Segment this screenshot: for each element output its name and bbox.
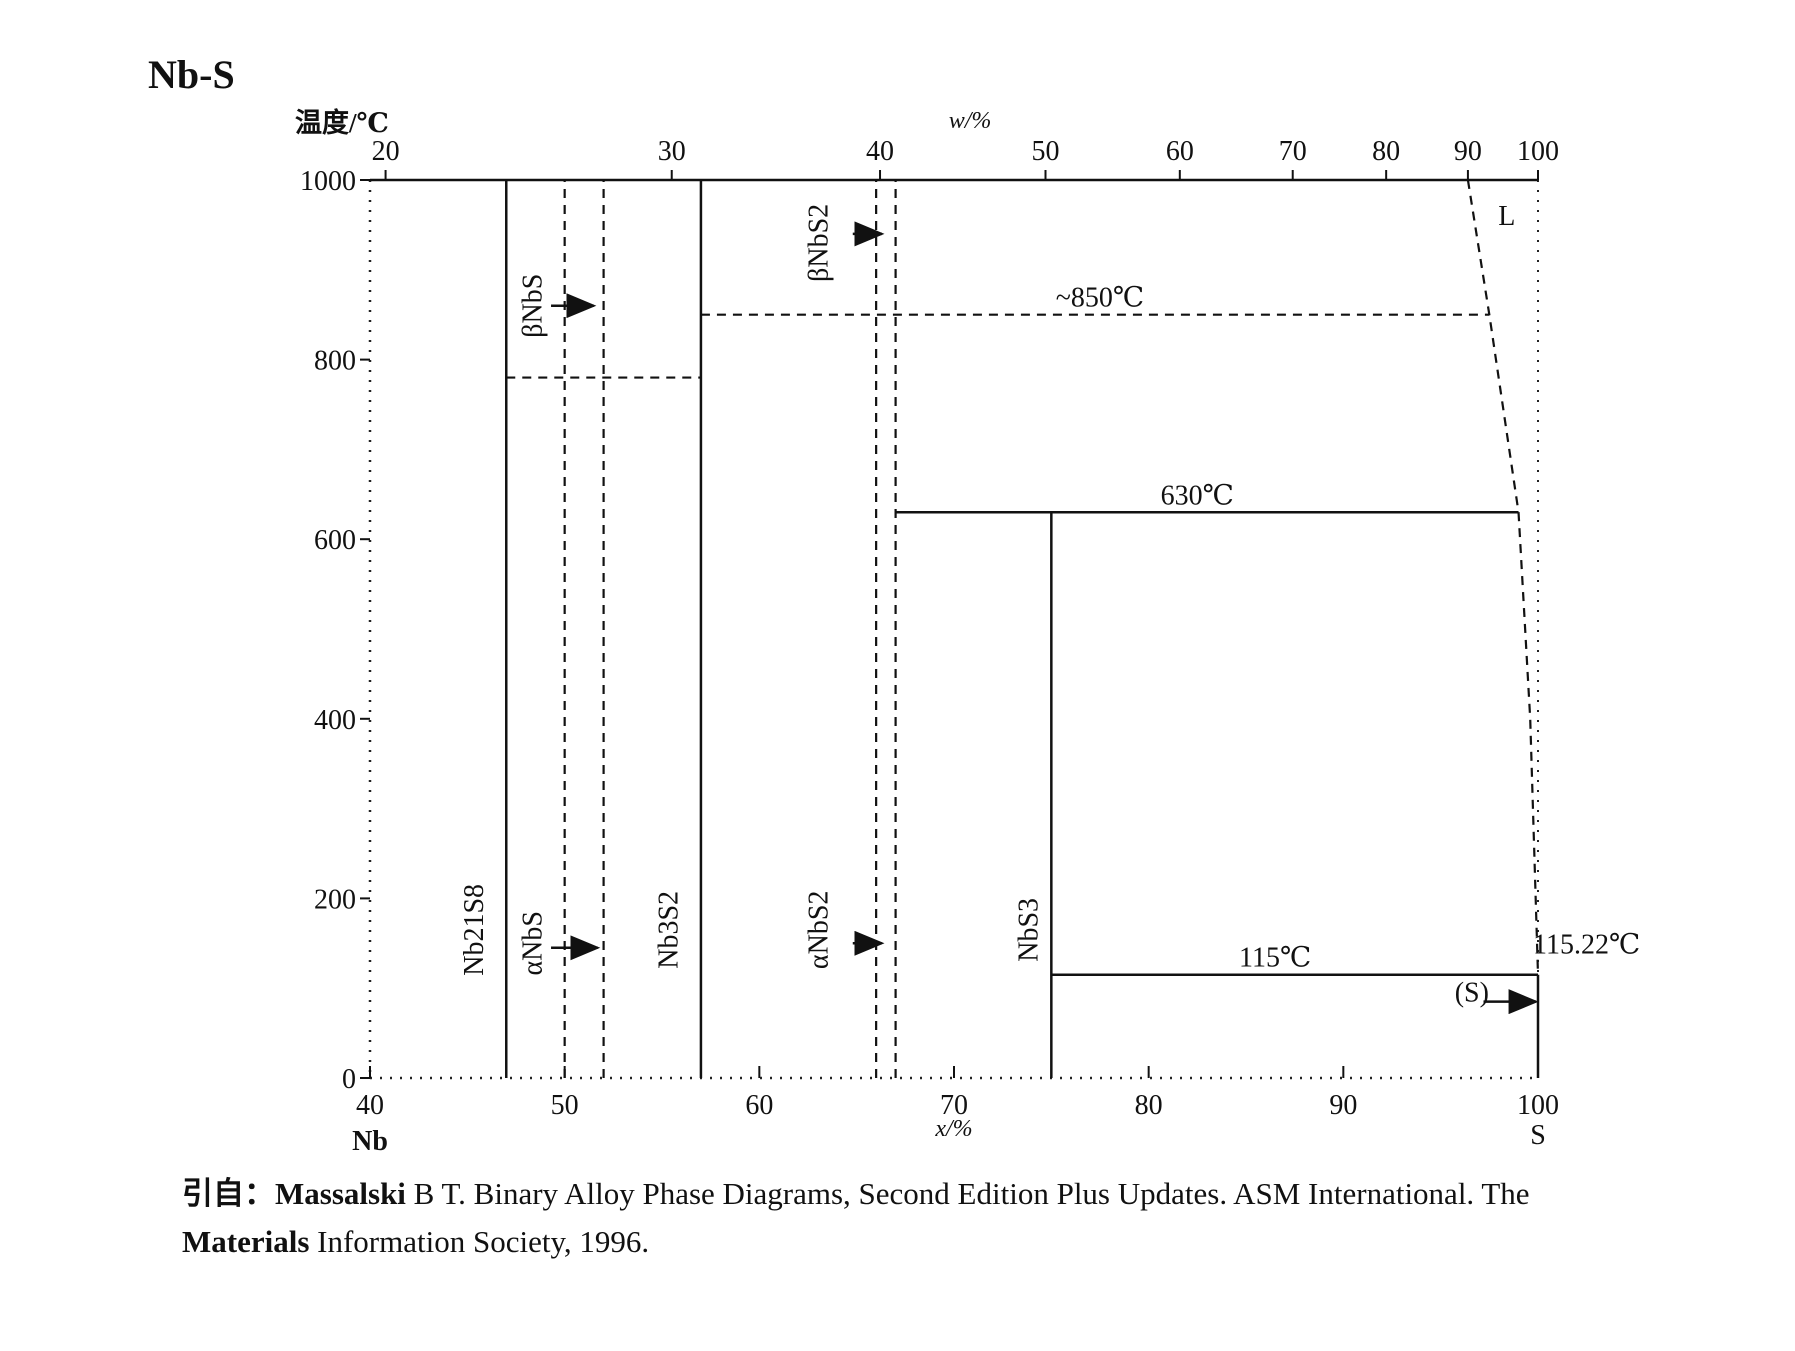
citation-line2-text: Information Society, 1996. (317, 1224, 650, 1259)
phase-label: Nb3S2 (654, 891, 685, 969)
x-axis-label: x/% (934, 1116, 972, 1142)
phase-label: L (1498, 201, 1515, 232)
y-tick-label: 200 (314, 884, 356, 915)
temperature-label: 115.22℃ (1533, 929, 1640, 960)
top-tick-label: 60 (1166, 136, 1194, 167)
top-tick-label: 50 (1031, 136, 1059, 167)
phase-label: Nb21S8 (459, 884, 490, 976)
y-tick-label: 1000 (300, 166, 356, 197)
citation: 引自：Massalski B T. Binary Alloy Phase Dia… (182, 1170, 1782, 1266)
citation-line-1: 引自：Massalski B T. Binary Alloy Phase Dia… (182, 1170, 1782, 1218)
x-tick-label: 80 (1135, 1090, 1163, 1121)
y-tick-label: 400 (314, 705, 356, 736)
dashed-line (1466, 179, 1540, 975)
annotations: ~850℃ 630℃ 115℃ 115.22℃ L Nb21S8 αNbS βNbS Nb3S2… (459, 201, 1640, 1015)
x-tick-label: 70 (940, 1090, 968, 1121)
citation-line-2: Materials Information Society, 1996. (182, 1218, 1782, 1266)
x-tick-label: 100 (1517, 1090, 1559, 1121)
x-tick-label: 50 (551, 1090, 579, 1121)
top-tick-label: 40 (866, 136, 894, 167)
top-tick-label: 80 (1372, 136, 1400, 167)
x-end-label-right: S (1530, 1120, 1546, 1151)
x-tick-label: 60 (745, 1090, 773, 1121)
top-tick-label: 70 (1279, 136, 1307, 167)
citation-text: B T. Binary Alloy Phase Diagrams, Second… (413, 1176, 1530, 1211)
top-axis-label: w/% (949, 108, 992, 134)
temperature-label: ~850℃ (1056, 283, 1144, 314)
x-tick-label: 40 (356, 1090, 384, 1121)
citation-line2-bold: Materials (182, 1224, 310, 1259)
top-tick-label: 30 (658, 136, 686, 167)
phase-lines (370, 178, 1540, 1078)
phase-label: NbS3 (1014, 898, 1045, 962)
phase-label: βNbS (517, 274, 548, 338)
temperature-label: 630℃ (1161, 480, 1234, 511)
citation-author: Massalski (275, 1176, 406, 1211)
y-tick-label: 800 (314, 346, 356, 377)
phase-label: αNbS (517, 911, 548, 975)
chart-title: Nb-S (148, 52, 235, 97)
citation-prefix: 引自： (182, 1176, 275, 1211)
top-tick-label: 90 (1454, 136, 1482, 167)
x-tick-label: 90 (1329, 1090, 1357, 1121)
phase-label: (S) (1455, 978, 1489, 1009)
top-tick-label: 100 (1517, 136, 1559, 167)
y-tick-label: 0 (342, 1064, 356, 1095)
y-tick-label: 600 (314, 525, 356, 556)
top-tick-label: 20 (372, 136, 400, 167)
phase-label: βNbS2 (803, 204, 834, 282)
y-axis-label: 温度/℃ (295, 107, 389, 138)
phase-label: αNbS2 (803, 891, 834, 969)
temperature-label: 115℃ (1239, 943, 1311, 974)
x-end-label-left: Nb (352, 1126, 388, 1157)
axes: 0 200 400 600 800 1000 温度/℃ 40 50 60 70 80 90 100 Nb Sx… (295, 107, 1559, 1157)
